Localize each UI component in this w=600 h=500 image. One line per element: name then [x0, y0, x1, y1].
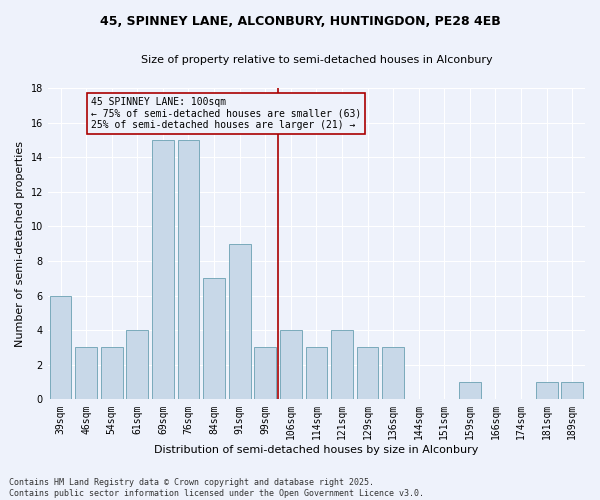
- Bar: [127, 330, 148, 400]
- Bar: [203, 278, 225, 400]
- Bar: [229, 244, 251, 400]
- Bar: [562, 382, 583, 400]
- Bar: [459, 382, 481, 400]
- Text: Contains HM Land Registry data © Crown copyright and database right 2025.
Contai: Contains HM Land Registry data © Crown c…: [9, 478, 424, 498]
- Y-axis label: Number of semi-detached properties: Number of semi-detached properties: [15, 140, 25, 346]
- Text: 45, SPINNEY LANE, ALCONBURY, HUNTINGDON, PE28 4EB: 45, SPINNEY LANE, ALCONBURY, HUNTINGDON,…: [100, 15, 500, 28]
- Bar: [356, 348, 379, 400]
- Bar: [382, 348, 404, 400]
- Bar: [254, 348, 276, 400]
- Bar: [75, 348, 97, 400]
- Bar: [152, 140, 174, 400]
- Bar: [101, 348, 122, 400]
- Bar: [50, 296, 71, 400]
- Bar: [305, 348, 327, 400]
- Bar: [280, 330, 302, 400]
- Bar: [331, 330, 353, 400]
- Title: Size of property relative to semi-detached houses in Alconbury: Size of property relative to semi-detach…: [140, 55, 492, 65]
- X-axis label: Distribution of semi-detached houses by size in Alconbury: Distribution of semi-detached houses by …: [154, 445, 479, 455]
- Text: 45 SPINNEY LANE: 100sqm
← 75% of semi-detached houses are smaller (63)
25% of se: 45 SPINNEY LANE: 100sqm ← 75% of semi-de…: [91, 96, 362, 130]
- Bar: [536, 382, 557, 400]
- Bar: [178, 140, 199, 400]
